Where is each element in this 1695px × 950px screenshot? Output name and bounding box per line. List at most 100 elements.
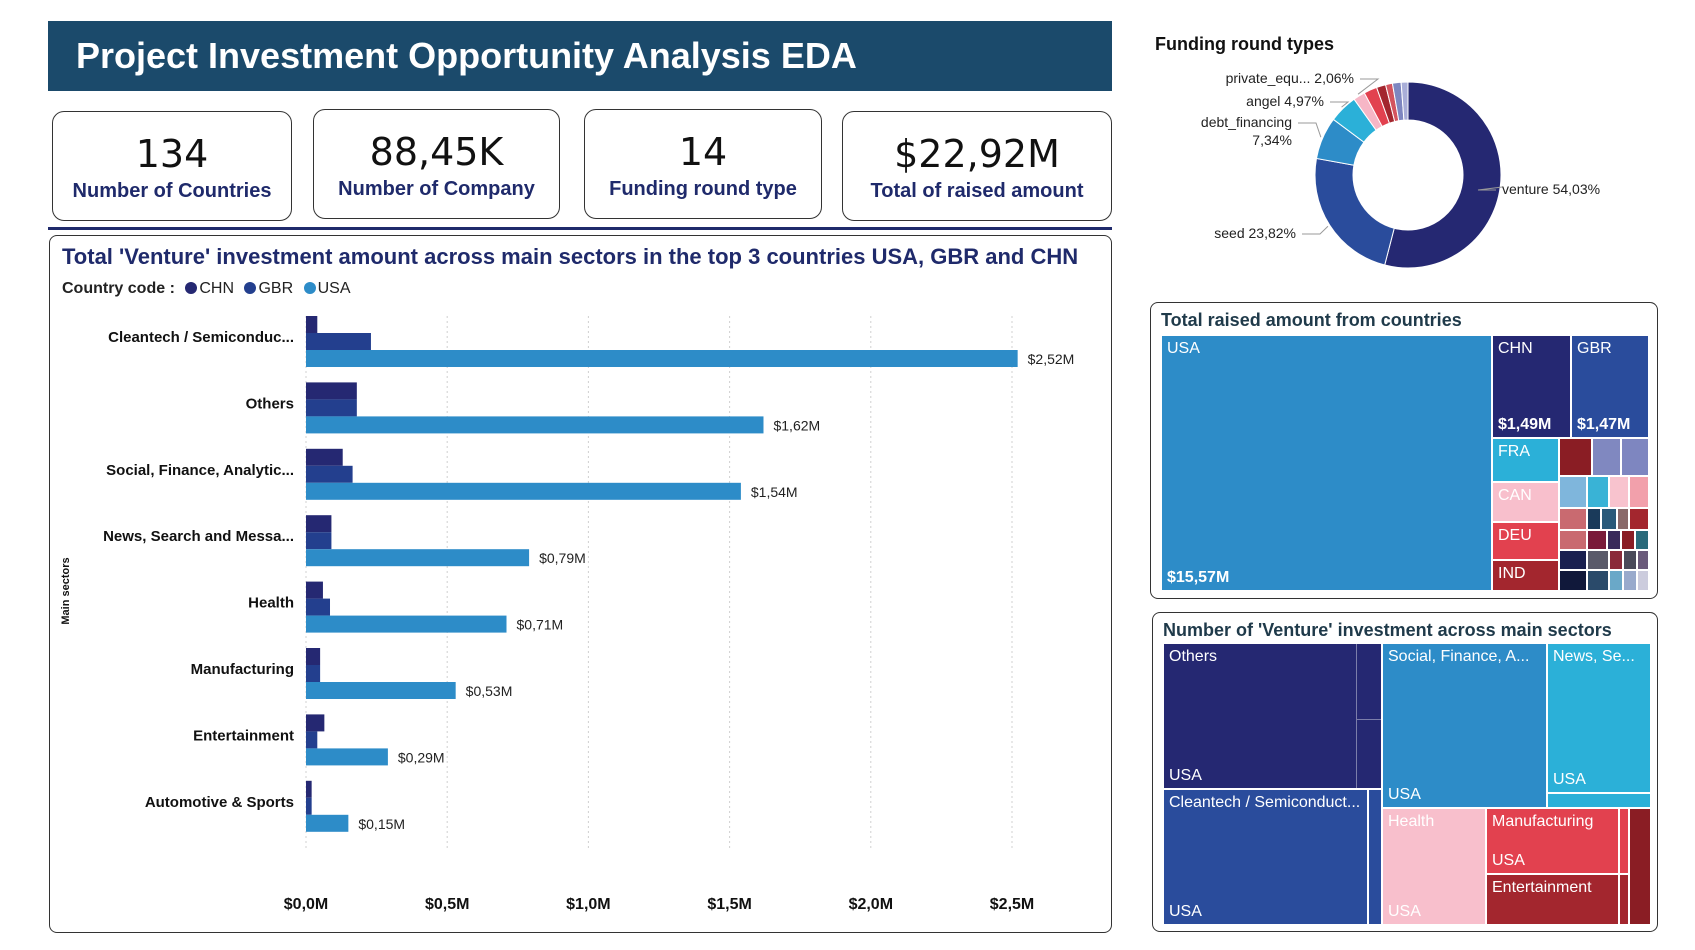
bar-usa[interactable]	[306, 814, 349, 832]
small-country-tile[interactable]	[1559, 476, 1587, 508]
small-country-tile[interactable]	[1559, 508, 1587, 530]
small-country-tile[interactable]	[1587, 550, 1609, 570]
kpi-label: Funding round type	[609, 178, 797, 200]
small-country-tile[interactable]	[1623, 570, 1637, 591]
x-tick-label: $2,0M	[849, 896, 893, 913]
small-country-tile[interactable]	[1559, 438, 1592, 476]
tile-gbr[interactable]: GBR $1,47M	[1571, 335, 1649, 438]
bar-chn[interactable]	[306, 714, 325, 732]
small-country-tile[interactable]	[1559, 530, 1587, 550]
tile-can[interactable]: CAN	[1492, 482, 1559, 522]
kpi-card-raised-amount[interactable]: $22,92M Total of raised amount	[842, 111, 1112, 221]
donut-slice-seed[interactable]	[1314, 157, 1395, 266]
small-country-tile[interactable]	[1637, 570, 1649, 591]
small-country-tile[interactable]	[1609, 550, 1623, 570]
small-country-tile[interactable]	[1623, 550, 1637, 570]
bar-usa[interactable]	[306, 748, 388, 766]
kpi-card-companies[interactable]: 88,45K Number of Company	[313, 109, 560, 219]
data-label: $0,53M	[466, 683, 513, 699]
bar-gbr[interactable]	[306, 665, 321, 682]
countries-treemap: USA $15,57M CHN $1,49M GBR $1,47M FRA CA…	[1161, 335, 1649, 591]
bar-chn[interactable]	[306, 382, 357, 400]
tile-others[interactable]: Others USA	[1163, 643, 1382, 789]
bar-chn[interactable]	[306, 316, 318, 333]
tile-chn[interactable]: CHN $1,49M	[1492, 335, 1571, 438]
small-country-tile[interactable]	[1609, 476, 1629, 508]
data-label: $0,79M	[539, 550, 586, 566]
small-country-tile[interactable]	[1635, 530, 1649, 550]
bar-chn[interactable]	[306, 648, 321, 665]
bar-gbr[interactable]	[306, 598, 331, 616]
x-tick-label: $0,0M	[284, 896, 328, 913]
legend-item-usa[interactable]: USA	[298, 280, 351, 297]
small-country-tile[interactable]	[1559, 570, 1587, 591]
bar-chn[interactable]	[306, 780, 312, 798]
sector-bar-chart-panel[interactable]: Total 'Venture' investment amount across…	[49, 235, 1112, 933]
bar-usa[interactable]	[306, 615, 507, 633]
tile-entertainment[interactable]: Entertainment	[1486, 874, 1619, 925]
bar-usa[interactable]	[306, 682, 456, 699]
bar-usa[interactable]	[306, 350, 1018, 367]
bar-gbr[interactable]	[306, 465, 353, 483]
small-country-tile[interactable]	[1629, 476, 1649, 508]
bar-gbr[interactable]	[306, 399, 357, 417]
small-country-tile[interactable]	[1592, 438, 1621, 476]
small-country-tile[interactable]	[1559, 550, 1587, 570]
legend-item-chn[interactable]: CHN	[179, 280, 234, 297]
kpi-label: Number of Countries	[72, 180, 272, 202]
small-country-tile[interactable]	[1609, 570, 1623, 591]
tile-cleantech-other[interactable]	[1368, 789, 1382, 925]
tile-cleantech[interactable]: Cleantech / Semiconduct... USA	[1163, 789, 1368, 925]
bar-gbr[interactable]	[306, 731, 318, 749]
small-country-tile[interactable]	[1601, 508, 1617, 530]
tile-news-other[interactable]	[1547, 793, 1651, 808]
tile-usa[interactable]: USA $15,57M	[1161, 335, 1492, 591]
small-country-tile[interactable]	[1587, 570, 1609, 591]
kpi-card-funding-types[interactable]: 14 Funding round type	[584, 109, 822, 219]
tile-manufacturing-other[interactable]	[1619, 808, 1629, 874]
small-country-tile[interactable]	[1587, 508, 1601, 530]
small-country-tile[interactable]	[1621, 438, 1649, 476]
tile-ind[interactable]: IND	[1492, 560, 1559, 591]
bar-gbr[interactable]	[306, 797, 312, 815]
bar-chn[interactable]	[306, 448, 343, 466]
tile-fra[interactable]: FRA	[1492, 438, 1559, 482]
small-country-tile[interactable]	[1607, 530, 1621, 550]
legend-item-gbr[interactable]: GBR	[238, 280, 293, 297]
category-label: Social, Finance, Analytic...	[106, 462, 294, 479]
donut-slice-other5[interactable]	[1400, 81, 1409, 121]
tile-entertainment-other[interactable]	[1619, 874, 1629, 925]
category-label: Entertainment	[193, 727, 294, 744]
bar-usa[interactable]	[306, 416, 764, 434]
small-country-tile[interactable]	[1637, 550, 1649, 570]
category-label: Cleantech / Semiconduc...	[108, 329, 294, 346]
small-country-tile[interactable]	[1587, 530, 1607, 550]
tile-social[interactable]: Social, Finance, A... USA	[1382, 643, 1547, 808]
small-country-tile[interactable]	[1617, 508, 1629, 530]
bar-gbr[interactable]	[306, 532, 332, 550]
donut-slice-venture[interactable]	[1384, 81, 1502, 269]
bar-usa[interactable]	[306, 549, 530, 567]
small-country-tile[interactable]	[1621, 530, 1635, 550]
countries-treemap-title: Total raised amount from countries	[1161, 310, 1462, 330]
donut-label: angel 4,97%	[1246, 93, 1324, 109]
small-country-tile[interactable]	[1587, 476, 1609, 508]
bar-chn[interactable]	[306, 581, 323, 599]
bar-usa[interactable]	[306, 482, 741, 500]
countries-treemap-panel[interactable]: Total raised amount from countries USA $…	[1150, 302, 1658, 599]
small-country-tile[interactable]	[1629, 508, 1649, 530]
bar-chn[interactable]	[306, 515, 332, 533]
tile-news[interactable]: News, Se... USA	[1547, 643, 1651, 793]
kpi-label: Total of raised amount	[870, 180, 1084, 202]
legend-dot-icon	[303, 282, 316, 294]
tile-automotive[interactable]	[1629, 808, 1651, 925]
kpi-card-countries[interactable]: 134 Number of Countries	[52, 111, 292, 221]
tile-health[interactable]: Health USA	[1382, 808, 1486, 925]
tile-deu[interactable]: DEU	[1492, 522, 1559, 560]
sectors-treemap-panel[interactable]: Number of 'Venture' investment across ma…	[1152, 612, 1658, 932]
tile-manufacturing[interactable]: Manufacturing USA	[1486, 808, 1619, 874]
x-tick-label: $2,5M	[990, 896, 1034, 913]
leader-line	[1357, 78, 1380, 95]
kpi-value: 14	[678, 130, 728, 174]
bar-gbr[interactable]	[306, 333, 371, 350]
